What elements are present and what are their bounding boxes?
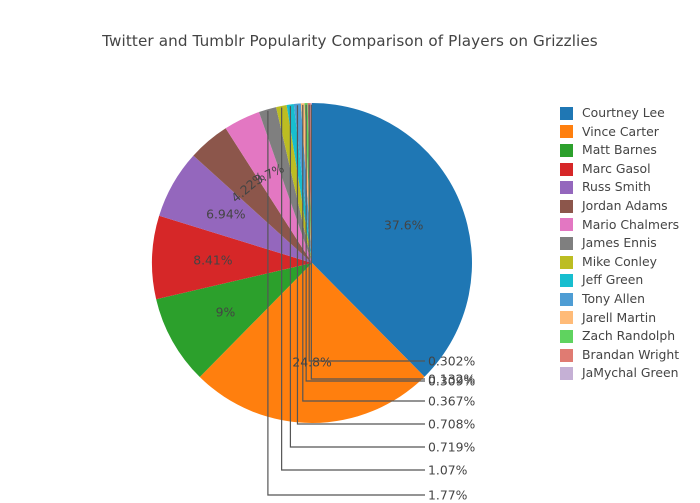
slice-value-label-outside: 1.07% — [428, 462, 468, 478]
legend-swatch-icon — [560, 162, 573, 176]
pie-slice[interactable] — [199, 263, 425, 423]
leader-line — [281, 107, 425, 471]
slice-value-label-outside: 0.708% — [428, 416, 476, 432]
legend-swatch-icon — [560, 348, 573, 362]
slice-value-label-outside: 0.367% — [428, 393, 476, 409]
leader-line — [308, 104, 425, 362]
legend-item[interactable]: Vince Carter — [560, 123, 700, 142]
slice-value-label-outside: 0.302% — [428, 353, 476, 369]
leader-line — [310, 104, 425, 380]
legend-item-label: Zach Randolph — [582, 328, 676, 344]
leader-line — [305, 104, 425, 382]
legend-item-label: Marc Gasol — [582, 160, 651, 176]
legend-item-label: James Ennis — [582, 235, 657, 251]
legend-item-label: Vince Carter — [582, 123, 659, 139]
leader-line — [302, 104, 425, 402]
legend-swatch-icon — [560, 292, 573, 306]
legend-swatch-icon — [560, 143, 573, 157]
legend-item-label: JaMychal Green — [582, 365, 679, 381]
pie-slice[interactable] — [151, 215, 312, 300]
legend-item-label: Jordan Adams — [582, 198, 668, 214]
legend-swatch-icon — [560, 125, 573, 139]
slice-value-label: 6.94% — [206, 206, 246, 222]
leader-line — [296, 105, 425, 425]
slice-value-label-outside: 1.77% — [428, 487, 468, 503]
pie-slice[interactable] — [156, 263, 312, 378]
pie-slice[interactable] — [159, 155, 312, 263]
legend-swatch-icon — [560, 329, 573, 343]
legend-swatch-icon — [560, 181, 573, 195]
slice-value-label: 24.8% — [292, 354, 332, 370]
legend-item[interactable]: Mike Conley — [560, 253, 700, 272]
legend-item[interactable]: Jeff Green — [560, 271, 700, 290]
legend-item[interactable]: Jarell Martin — [560, 309, 700, 328]
legend-item-label: Brandan Wright — [582, 346, 680, 362]
leader-line — [289, 106, 425, 448]
legend-item[interactable]: James Ennis — [560, 234, 700, 253]
legend-item[interactable]: JaMychal Green — [560, 364, 700, 383]
slice-value-label: 9% — [215, 304, 236, 319]
legend-swatch-icon — [560, 218, 573, 232]
legend-item-label: Jarell Martin — [582, 309, 657, 325]
legend-item[interactable]: Matt Barnes — [560, 141, 700, 160]
legend-item[interactable]: Mario Chalmers — [560, 216, 700, 235]
legend-item[interactable]: Zach Randolph — [560, 327, 700, 346]
legend-item-label: Tony Allen — [582, 291, 646, 307]
legend: Courtney Lee Vince Carter Matt Barnes Marc … — [560, 104, 700, 383]
leader-lines — [267, 104, 425, 496]
slice-value-label-outside: 0.132% — [428, 371, 476, 387]
pie-slice[interactable] — [258, 107, 312, 263]
slice-value-label: 37.6% — [384, 217, 424, 233]
legend-item-label: Courtney Lee — [582, 105, 665, 121]
legend-swatch-icon — [560, 236, 573, 250]
legend-swatch-icon — [560, 255, 573, 269]
pie-slice[interactable] — [193, 128, 312, 263]
legend-item[interactable]: Jordan Adams — [560, 197, 700, 216]
legend-swatch-icon — [560, 106, 573, 120]
slice-value-label: 8.41% — [193, 252, 233, 267]
legend-item-label: Mario Chalmers — [582, 216, 680, 232]
legend-item[interactable]: Tony Allen — [560, 290, 700, 309]
legend-swatch-icon — [560, 367, 573, 381]
legend-item-label: Matt Barnes — [582, 142, 657, 158]
legend-item[interactable]: Marc Gasol — [560, 160, 700, 179]
legend-item[interactable]: Brandan Wright — [560, 346, 700, 365]
slice-value-label-outside: 0.719% — [428, 439, 476, 455]
legend-swatch-icon — [560, 199, 573, 213]
legend-item-label: Mike Conley — [582, 253, 657, 269]
pie-slice[interactable] — [312, 103, 472, 377]
legend-swatch-icon — [560, 311, 573, 325]
legend-item[interactable]: Russ Smith — [560, 178, 700, 197]
chart-title: Twitter and Tumblr Popularity Comparison… — [102, 32, 598, 50]
legend-item[interactable]: Courtney Lee — [560, 104, 700, 123]
legend-item-label: Russ Smith — [582, 179, 651, 195]
leader-line — [267, 110, 425, 496]
legend-item-label: Jeff Green — [582, 272, 644, 288]
legend-swatch-icon — [560, 274, 573, 288]
slice-value-label-outside: 0.309% — [428, 373, 476, 389]
